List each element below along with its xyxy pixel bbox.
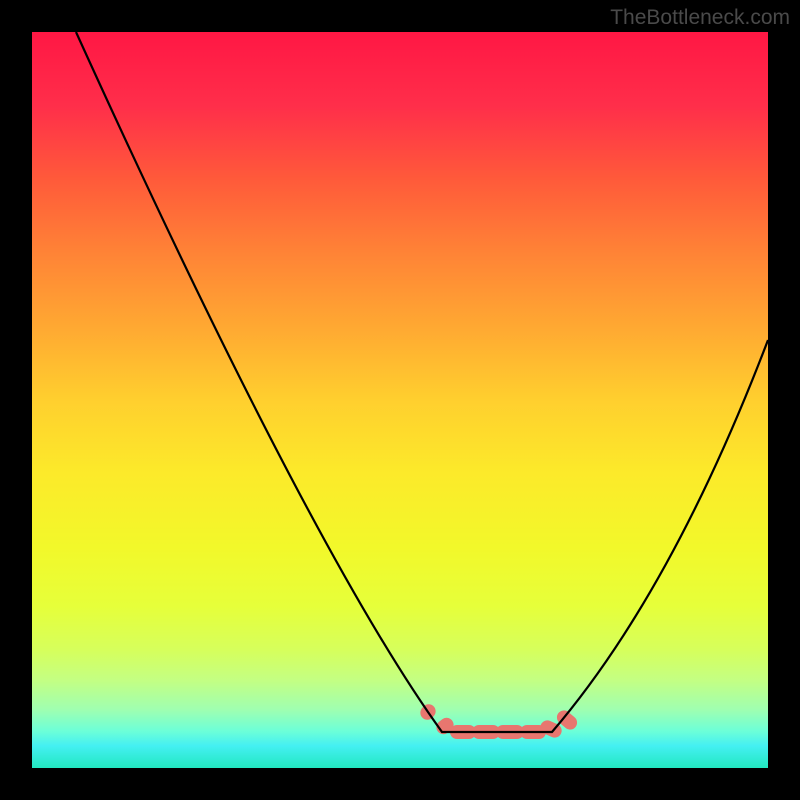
attribution-text: TheBottleneck.com [610, 6, 790, 30]
chart-background [32, 32, 768, 768]
chart-svg [32, 32, 768, 768]
bottleneck-chart [32, 32, 768, 768]
